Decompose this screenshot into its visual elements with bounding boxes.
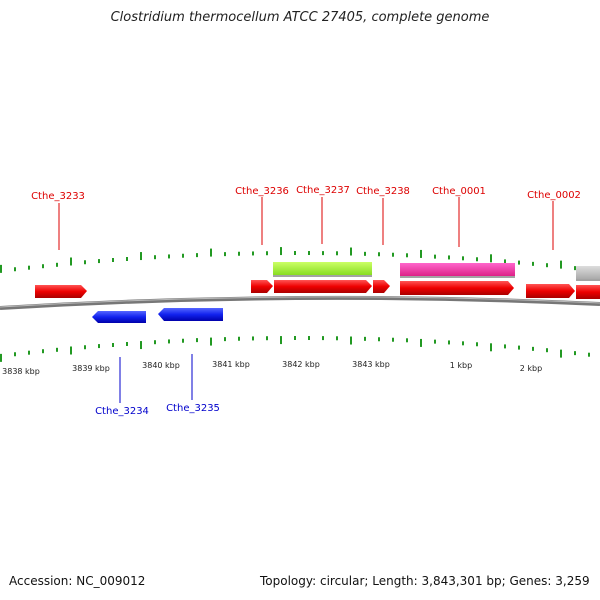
gene-cthe-3234[interactable]: [92, 311, 146, 323]
scale-label-3839kbp: 3839 kbp: [72, 364, 110, 373]
scale-label-3841kbp: 3841 kbp: [212, 360, 250, 369]
label-cthe-3235: Cthe_3235: [166, 403, 220, 414]
tick-row-bottom: [0, 336, 590, 362]
topology-summary: Topology: circular; Length: 3,843,301 bp…: [260, 574, 590, 588]
accession-text: Accession: NC_009012: [9, 574, 146, 588]
gene-cthe-0001[interactable]: [400, 281, 514, 295]
gene-cthe-3235[interactable]: [158, 308, 223, 321]
feature-other[interactable]: [576, 266, 600, 281]
label-cthe-0001: Cthe_0001: [432, 186, 486, 197]
gene-cthe-3233[interactable]: [35, 285, 87, 298]
scale-label-3840kbp: 3840 kbp: [142, 361, 180, 370]
gene-cthe-0002[interactable]: [526, 284, 575, 298]
gene-cthe-3236[interactable]: [251, 280, 273, 293]
label-cthe-3233: Cthe_3233: [31, 191, 85, 202]
label-cthe-3234: Cthe_3234: [95, 406, 149, 417]
feature-pseudo[interactable]: [400, 263, 515, 278]
gene-cthe-0003[interactable]: [576, 285, 600, 299]
genome-backbone: [0, 295, 600, 310]
feature-rna[interactable]: [273, 262, 372, 277]
label-cthe-0002: Cthe_0002: [527, 190, 581, 201]
leader-lines: [58, 197, 554, 403]
label-cthe-3237: Cthe_3237: [296, 185, 350, 196]
map-title: Clostridium thermocellum ATCC 27405, com…: [110, 10, 490, 25]
gene-cthe-3237[interactable]: [274, 280, 372, 293]
scale-label-3843kbp: 3843 kbp: [352, 360, 390, 369]
scale-label-3842kbp: 3842 kbp: [282, 360, 320, 369]
label-cthe-3236: Cthe_3236: [235, 186, 289, 197]
scale-label-3838kbp: 3838 kbp: [2, 367, 40, 376]
tick-row-top: [0, 247, 590, 273]
scale-label-2kbp: 2 kbp: [520, 364, 542, 373]
gene-cthe-3238[interactable]: [373, 280, 390, 293]
label-cthe-3238: Cthe_3238: [356, 186, 410, 197]
scale-label-1kbp: 1 kbp: [450, 361, 472, 370]
